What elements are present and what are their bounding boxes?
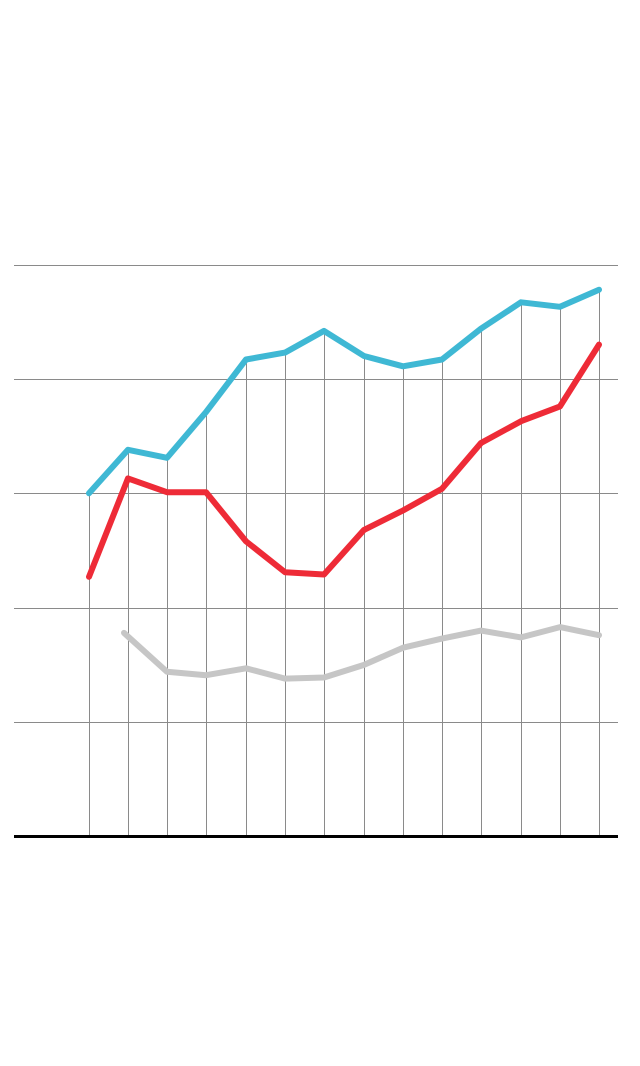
series-line-2 xyxy=(86,341,602,580)
series-line-1 xyxy=(86,286,602,497)
x-gridlines xyxy=(89,289,600,837)
series-line-3 xyxy=(121,624,602,682)
series-layer xyxy=(86,286,602,682)
gridlines xyxy=(14,265,618,723)
